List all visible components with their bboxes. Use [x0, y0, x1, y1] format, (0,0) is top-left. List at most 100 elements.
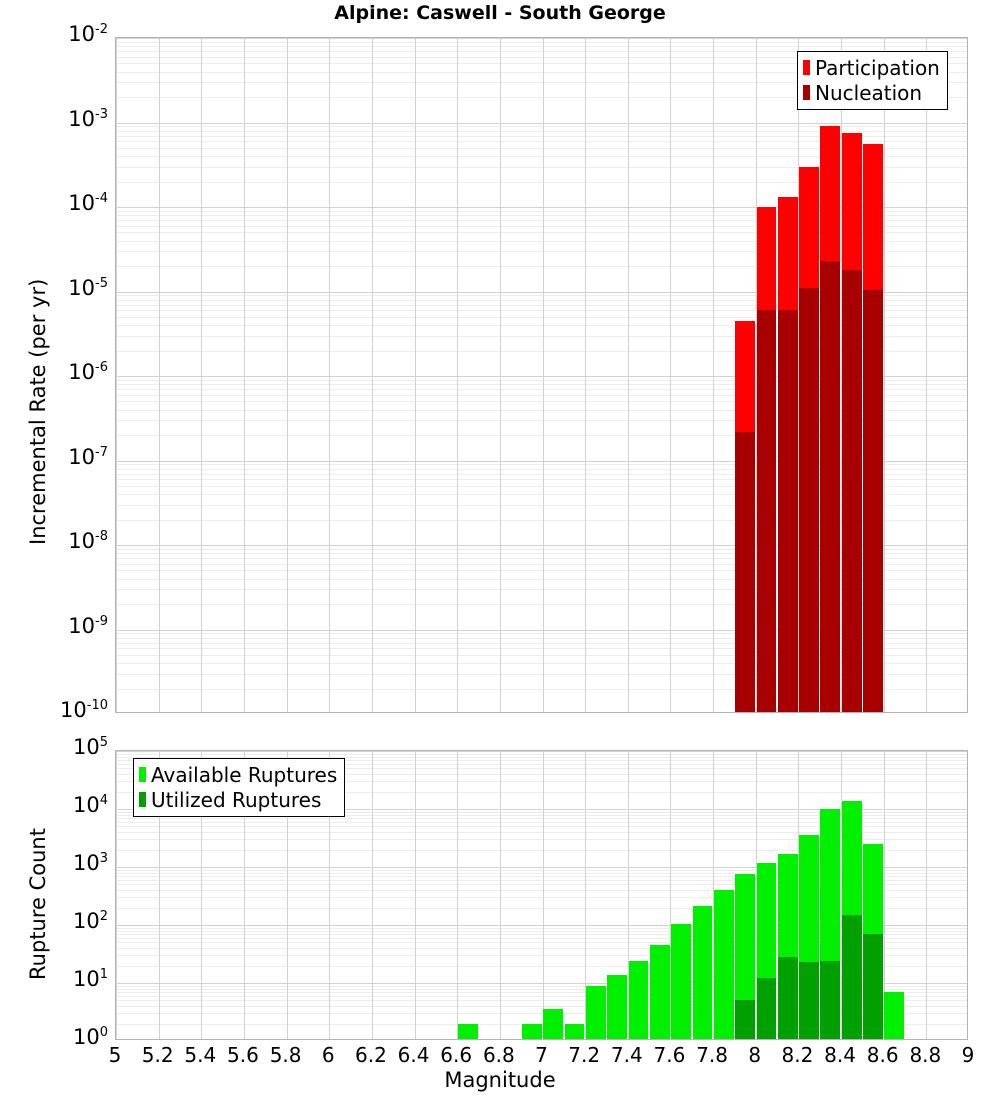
gridline-minor: [116, 884, 967, 885]
gridline-vertical: [543, 38, 544, 712]
gridline-minor: [116, 633, 967, 634]
bar-nucleation: [756, 310, 777, 712]
bar-available-ruptures: [607, 974, 628, 1039]
gridline-minor: [116, 989, 967, 990]
gridline-vertical: [884, 38, 885, 712]
gridline-minor: [116, 72, 967, 73]
gridline-minor: [116, 479, 967, 480]
gridline-minor: [116, 992, 967, 993]
gridline-major: [116, 545, 967, 546]
gridline-minor: [116, 241, 967, 242]
x-tick-label: 7.6: [653, 1043, 686, 1067]
gridline-major: [116, 925, 967, 926]
gridline-minor: [116, 42, 967, 43]
gridline-minor: [116, 474, 967, 475]
gridline-vertical: [713, 38, 714, 712]
gridline-minor: [116, 938, 967, 939]
gridline-vertical: [628, 751, 629, 1039]
gridline-minor: [116, 655, 967, 656]
top-y-axis-title: Incremental Rate (per yr): [26, 278, 50, 545]
gridline-minor: [116, 996, 967, 997]
x-tick-label: 8.8: [909, 1043, 942, 1067]
gridline-minor: [116, 211, 967, 212]
x-tick-label: 7.4: [610, 1043, 643, 1067]
gridline-minor: [116, 141, 967, 142]
gridline-minor: [116, 928, 967, 929]
gridline-vertical: [585, 38, 586, 712]
x-tick-label: 8.2: [781, 1043, 814, 1067]
gridline-minor: [116, 897, 967, 898]
gridline-minor: [116, 589, 967, 590]
gridline-vertical: [415, 751, 416, 1039]
gridline-minor: [116, 167, 967, 168]
legend-label: Nucleation: [815, 80, 923, 105]
gridline-minor: [116, 232, 967, 233]
gridline-vertical: [415, 38, 416, 712]
gridline-major: [116, 123, 967, 124]
x-tick-label: 6.6: [440, 1043, 473, 1067]
gridline-minor: [116, 818, 967, 819]
x-tick-label: 6.2: [354, 1043, 387, 1067]
gridline-minor: [116, 579, 967, 580]
y-tick-label: 10-6: [68, 360, 108, 384]
bar-available-ruptures: [457, 1023, 478, 1039]
x-tick-label: 8.6: [866, 1043, 899, 1067]
gridline-minor: [116, 505, 967, 506]
gridline-minor: [116, 126, 967, 127]
gridline-minor: [116, 469, 967, 470]
bar-utilized-ruptures: [799, 962, 819, 1039]
gridline-vertical: [585, 751, 586, 1039]
gridline-vertical: [884, 751, 885, 1039]
bar-available-ruptures: [521, 1023, 542, 1039]
bar-available-ruptures: [628, 960, 649, 1039]
gridline-minor: [116, 251, 967, 252]
legend-item: Nucleation: [803, 80, 940, 105]
top-plot-legend: Participation Nucleation: [797, 51, 948, 110]
x-tick-label: 5.2: [141, 1043, 174, 1067]
gridline-minor: [116, 781, 967, 782]
y-tick-label: 105: [72, 735, 108, 759]
gridline-vertical: [670, 751, 671, 1039]
bar-available-ruptures: [543, 1009, 564, 1039]
gridline-minor: [116, 401, 967, 402]
gridline-minor: [116, 942, 967, 943]
gridline-minor: [116, 931, 967, 932]
top-plot-bars: [116, 38, 967, 712]
gridline-minor: [116, 148, 967, 149]
gridline-minor: [116, 300, 967, 301]
bar-utilized-ruptures: [777, 957, 798, 1039]
gridline-minor: [116, 826, 967, 827]
x-tick-label: 6.4: [397, 1043, 430, 1067]
bar-utilized-ruptures: [820, 960, 841, 1039]
gridline-minor: [116, 850, 967, 851]
gridline-minor: [116, 51, 967, 52]
gridline-major: [116, 292, 967, 293]
top-plot-area: [115, 37, 968, 713]
gridline-minor: [116, 215, 967, 216]
gridline-minor: [116, 494, 967, 495]
gridline-vertical: [244, 38, 245, 712]
gridline-minor: [116, 435, 967, 436]
x-tick-label: 6.8: [482, 1043, 515, 1067]
gridline-vertical: [500, 751, 501, 1039]
gridline-minor: [116, 63, 967, 64]
gridline-minor: [116, 663, 967, 664]
gridline-vertical: [841, 751, 842, 1039]
gridline-vertical: [926, 38, 927, 712]
gridline-minor: [116, 792, 967, 793]
bar-utilized-ruptures: [841, 914, 862, 1039]
gridline-minor: [116, 948, 967, 949]
bar-nucleation: [799, 288, 819, 712]
y-tick-label: 10-4: [68, 191, 108, 215]
gridline-minor: [116, 890, 967, 891]
gridline-minor: [116, 876, 967, 877]
gridline-minor: [116, 934, 967, 935]
gridline-minor: [116, 648, 967, 649]
legend-item: Participation: [803, 55, 940, 80]
gridline-vertical: [798, 38, 799, 712]
gridline-vertical: [159, 751, 160, 1039]
gridline-minor: [116, 966, 967, 967]
gridline-minor: [116, 410, 967, 411]
y-tick-label: 103: [72, 851, 108, 875]
gridline-minor: [116, 266, 967, 267]
